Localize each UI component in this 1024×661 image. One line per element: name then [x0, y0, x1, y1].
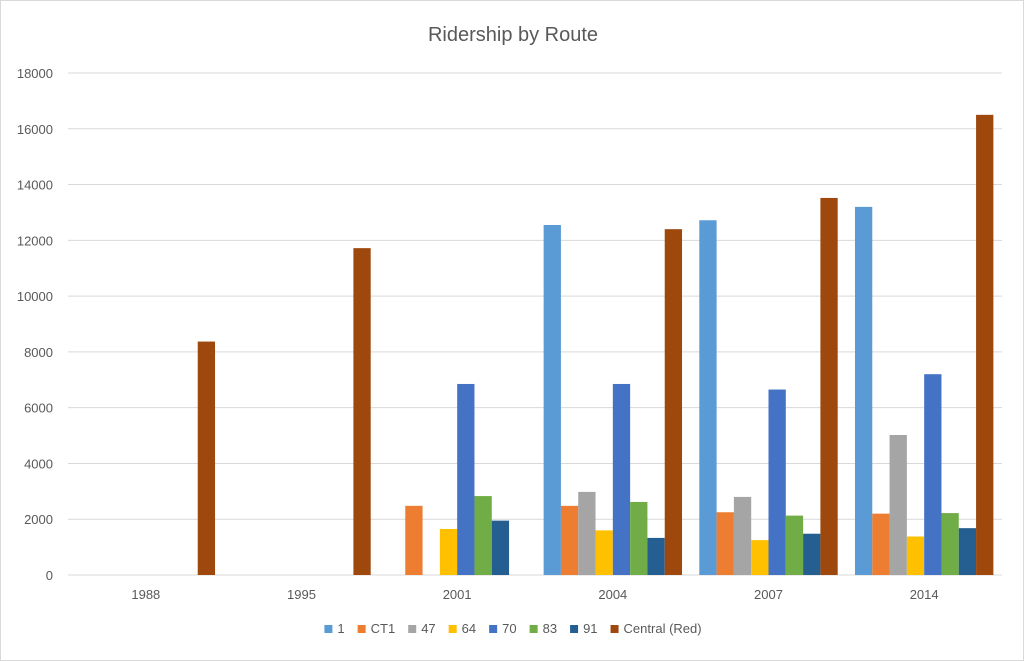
bar-70-2007 [768, 389, 786, 575]
bar-83-2014 [941, 513, 959, 575]
y-tick-label: 12000 [17, 233, 53, 248]
x-tick-label: 1988 [131, 587, 160, 602]
y-tick-label: 10000 [17, 289, 53, 304]
legend-swatch-1 [324, 625, 333, 633]
bar-47-2007 [733, 496, 752, 575]
legend-label-83: 83 [543, 621, 557, 636]
bar-64-2007 [751, 540, 769, 575]
y-tick-label: 18000 [17, 66, 53, 81]
bar-central-red-2004 [664, 229, 683, 575]
legend-label-70: 70 [502, 621, 516, 636]
bar-1-2014 [854, 206, 873, 575]
gridlines [68, 72, 1002, 576]
bar-91-2004 [647, 537, 665, 575]
x-tick-label: 2007 [754, 587, 783, 602]
legend-swatch-83 [529, 625, 538, 633]
bar-64-2014 [906, 536, 925, 575]
bar-1-2007 [699, 220, 717, 575]
x-tick-label: 2014 [910, 587, 939, 602]
legend-label-1: 1 [337, 621, 344, 636]
y-tick-label: 6000 [24, 401, 53, 416]
bar-47-2014 [889, 435, 907, 575]
bar-central-red-2014 [976, 114, 994, 575]
bar-ct1-2007 [716, 512, 734, 575]
bar-64-2001 [439, 528, 458, 575]
bar-ct1-2014 [872, 513, 890, 575]
bar-1-2004 [543, 224, 561, 576]
x-tick-label: 1995 [287, 587, 316, 602]
y-tick-label: 0 [46, 568, 53, 583]
legend-swatch-ct1 [357, 625, 366, 633]
bar-ct1-2004 [560, 505, 579, 575]
x-axis-ticks: 1988 1995 2001 2004 2007 2014 [131, 587, 938, 602]
legend-label-91: 91 [583, 621, 597, 636]
legend: 1 CT1 47 64 70 83 91 Central (Red) [324, 621, 702, 636]
legend-swatch-64 [448, 625, 457, 633]
bar-central-red-1988 [197, 341, 216, 575]
bar-83-2004 [630, 501, 648, 575]
bar-83-2001 [474, 496, 492, 575]
y-tick-label: 4000 [24, 456, 53, 471]
legend-swatch-91 [570, 625, 579, 633]
legend-label-ct1: CT1 [371, 621, 396, 636]
bar-91-2007 [803, 533, 821, 575]
legend-swatch-central-red [610, 625, 619, 633]
x-tick-label: 2004 [598, 587, 627, 602]
legend-label-64: 64 [462, 621, 476, 636]
legend-label-central-red: Central (Red) [624, 621, 702, 636]
bars [197, 114, 994, 576]
bar-central-red-1995 [353, 248, 371, 575]
bar-91-2014 [958, 528, 977, 575]
bar-47-2004 [578, 491, 596, 575]
bar-70-2001 [457, 383, 475, 575]
x-tick-label: 2001 [443, 587, 472, 602]
y-tick-label: 2000 [24, 512, 53, 527]
y-tick-label: 14000 [17, 178, 53, 193]
bar-70-2004 [612, 383, 631, 575]
bar-central-red-2007 [820, 197, 838, 575]
y-tick-label: 16000 [17, 122, 53, 137]
legend-swatch-47 [408, 625, 417, 633]
y-axis-ticks: 0 2000 4000 6000 8000 10000 12000 14000 16000 180… [17, 66, 53, 583]
bar-ct1-2001 [405, 505, 423, 575]
bar-70-2014 [924, 374, 942, 575]
bar-64-2004 [595, 530, 613, 575]
y-tick-label: 8000 [24, 345, 53, 360]
bar-91-2001 [491, 520, 510, 575]
legend-swatch-70 [489, 625, 498, 633]
chart-title: Ridership by Route [428, 24, 598, 46]
bar-83-2007 [785, 515, 804, 575]
legend-label-47: 47 [421, 621, 435, 636]
